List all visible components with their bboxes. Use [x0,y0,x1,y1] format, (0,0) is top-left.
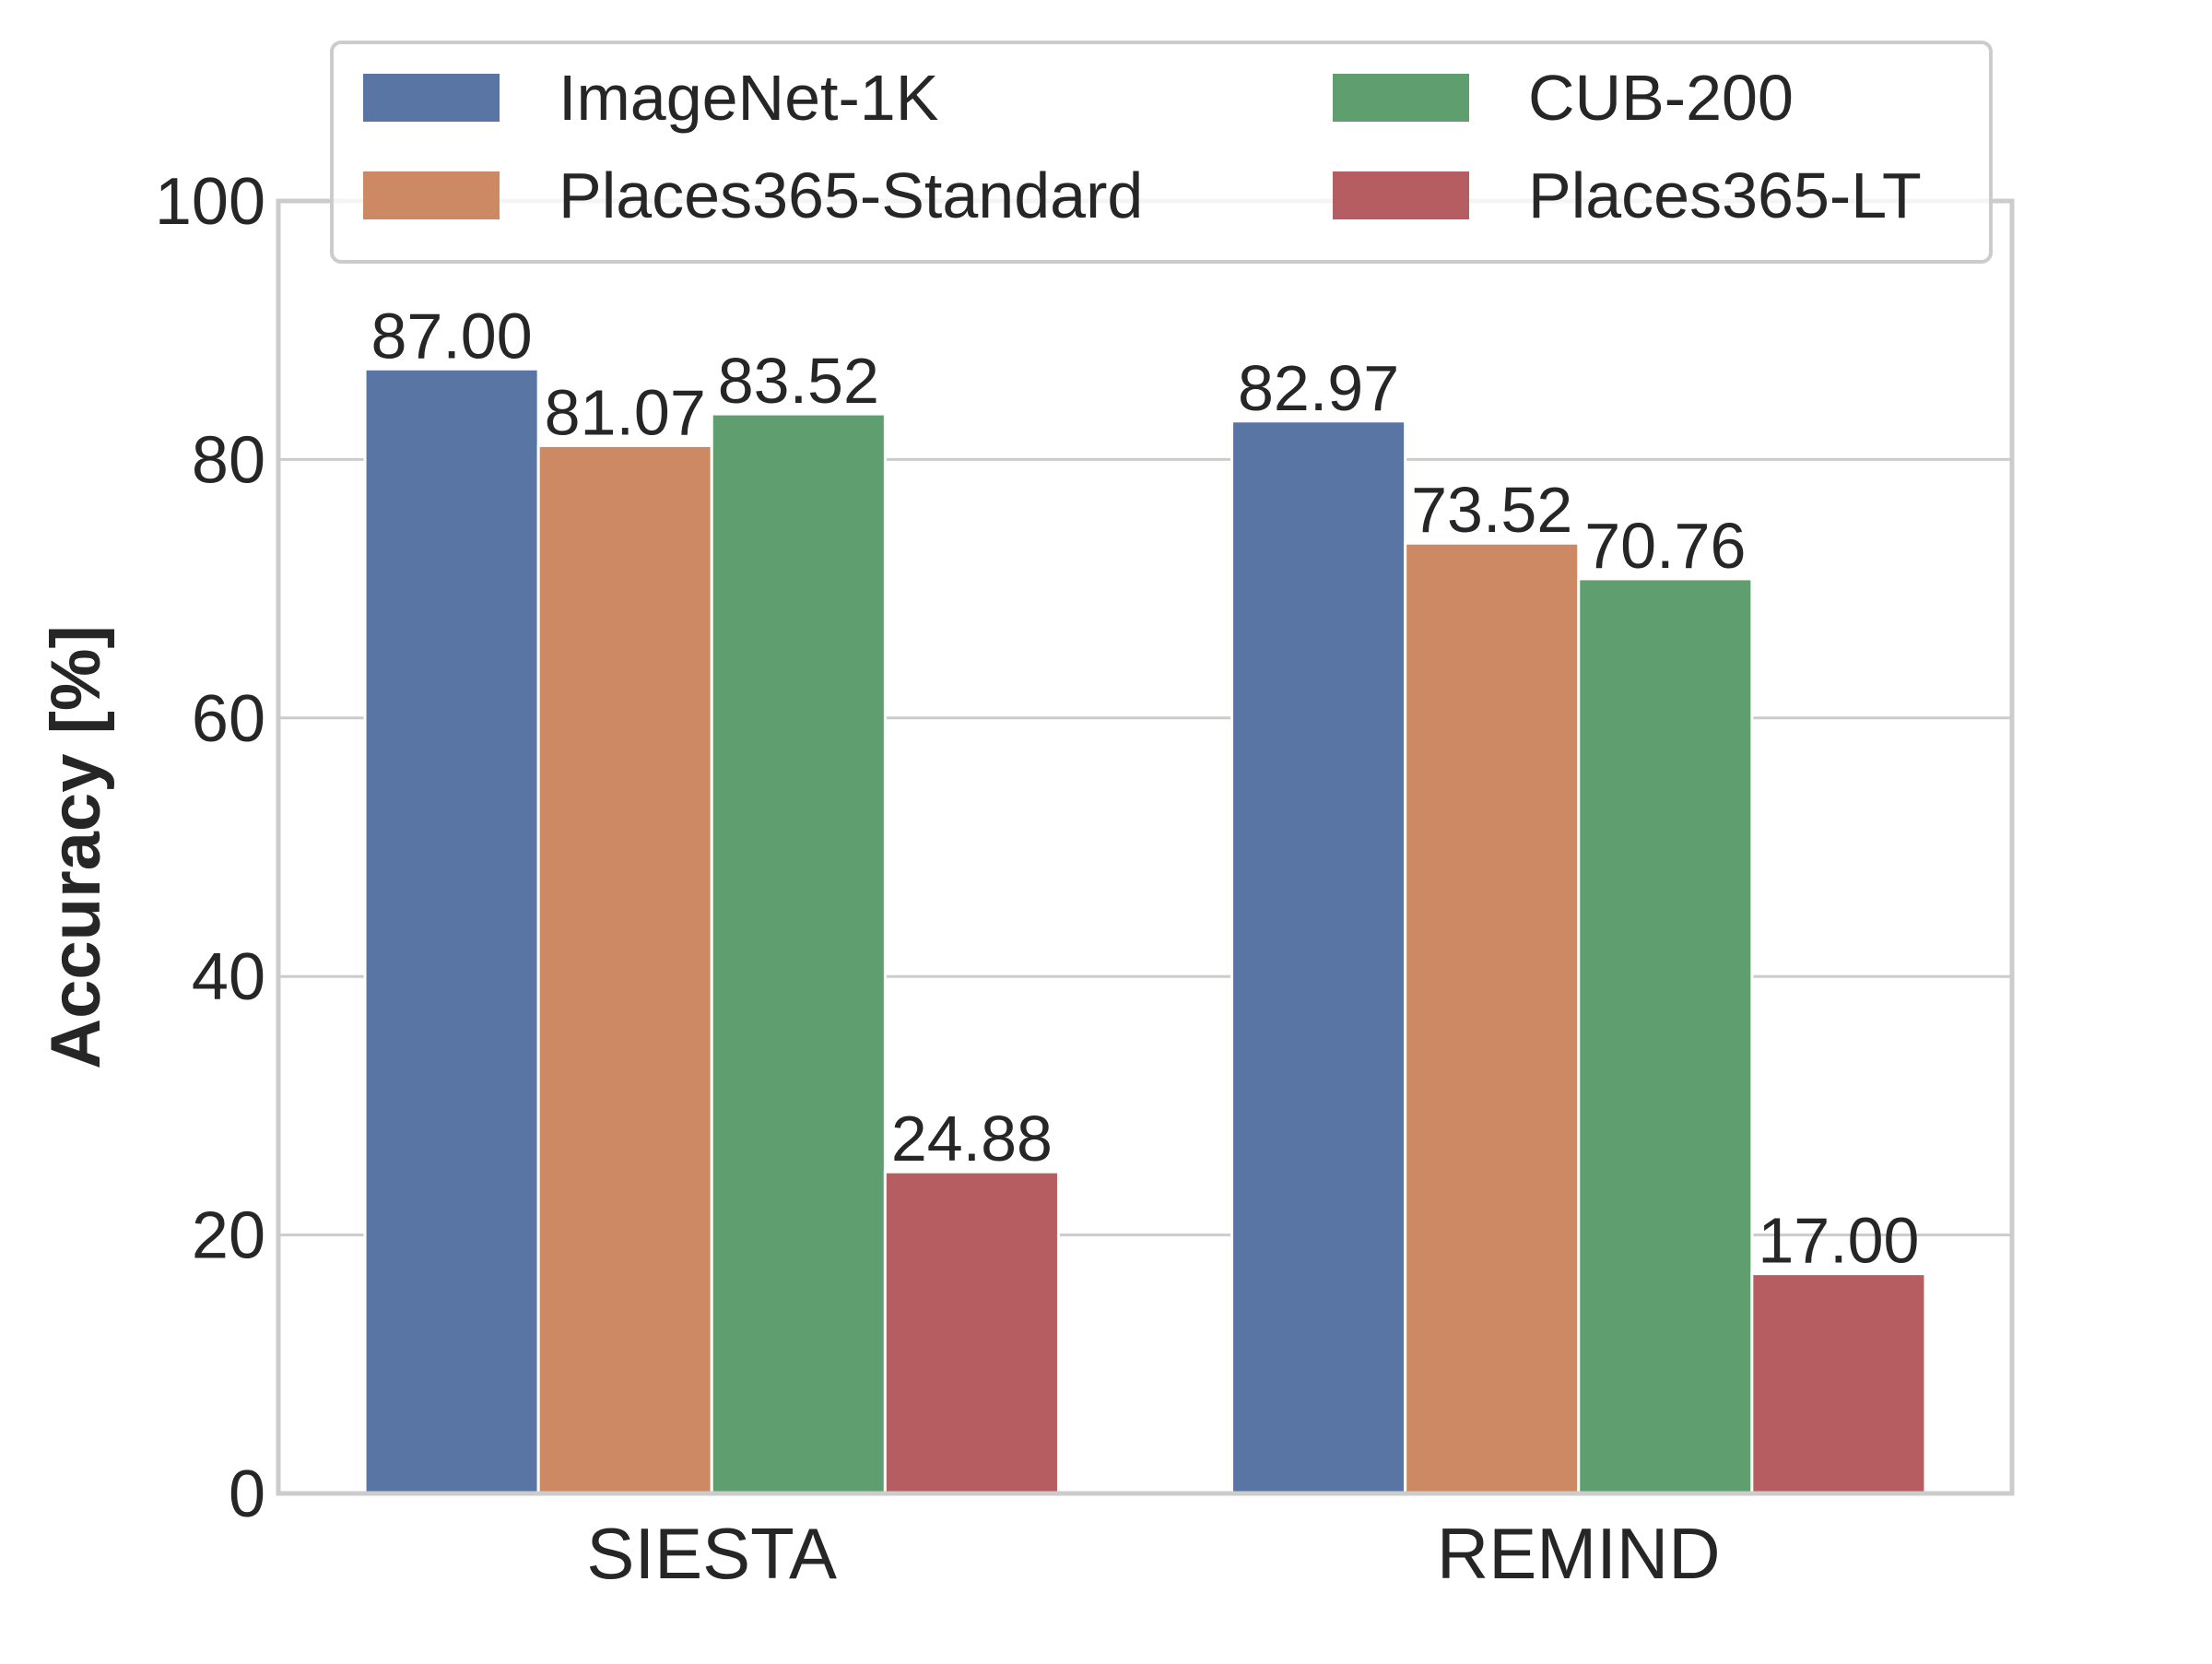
x-tick-label-siesta: SIESTA [586,1513,837,1594]
y-tick-label-0: 0 [229,1457,265,1531]
legend-swatch-cub-200 [1333,74,1469,122]
legend-label-places365-lt: Places365-LT [1528,159,1922,231]
legend-label-cub-200: CUB-200 [1528,62,1794,134]
bars [363,367,1927,1495]
data-label-remind-cub-200: 70.76 [1584,510,1746,582]
bar-remind-places365-lt [1750,1272,1927,1495]
legend-swatch-imagenet-1k [363,74,500,122]
y-tick-label-20: 20 [192,1199,265,1273]
data-label-remind-places365-lt: 17.00 [1758,1205,1919,1277]
bar-siesta-imagenet-1k [363,367,540,1495]
data-label-remind-imagenet-1k: 82.97 [1238,352,1399,424]
data-label-siesta-places365-standard: 81.07 [545,376,706,448]
bar-remind-cub-200 [1577,577,1754,1495]
bar-siesta-places365-lt [883,1170,1060,1495]
legend-label-places365-standard: Places365-Standard [559,159,1143,231]
legend: ImageNet-1K Places365-Standard CUB-200 Plac… [330,41,1993,264]
bar-siesta-cub-200 [710,412,887,1495]
y-tick-label-40: 40 [192,940,265,1014]
data-label-siesta-cub-200: 83.52 [718,345,879,417]
bar-remind-imagenet-1k [1230,419,1407,1495]
legend-frame [330,41,1993,264]
bar-siesta-places365-standard [536,443,713,1495]
y-tick-label-60: 60 [192,682,265,756]
legend-swatch-places365-standard [363,171,500,219]
bar-remind-places365-standard [1404,541,1581,1495]
x-axis-ticks: SIESTA REMIND [586,1513,1720,1594]
data-label-siesta-places365-lt: 24.88 [891,1103,1053,1174]
legend-swatch-places365-lt [1333,171,1469,219]
y-axis-title: Accuracy [%] [37,625,115,1069]
y-tick-label-100: 100 [155,165,265,239]
data-label-remind-places365-standard: 73.52 [1411,474,1572,546]
data-label-siesta-imagenet-1k: 87.00 [371,300,533,372]
x-tick-label-remind: REMIND [1437,1513,1721,1594]
y-tick-label-80: 80 [192,423,265,497]
y-axis-ticks: 0 20 40 60 80 100 [155,165,265,1531]
legend-label-imagenet-1k: ImageNet-1K [559,62,938,134]
